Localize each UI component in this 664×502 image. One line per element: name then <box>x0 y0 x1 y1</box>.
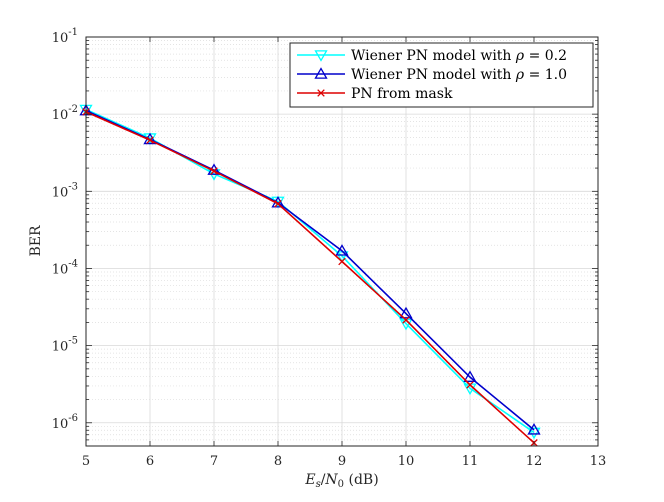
x-tick-label: 11 <box>462 454 479 469</box>
legend-marker <box>317 89 325 97</box>
series-layer <box>79 103 541 447</box>
legend-label: Wiener PN model with ρ = 1.0 <box>351 67 567 83</box>
x-tick-label: 8 <box>274 454 282 469</box>
x-tick-label: 13 <box>590 454 607 469</box>
data-point <box>338 257 346 266</box>
y-tick-label: 10-2 <box>52 104 78 123</box>
series-line <box>85 111 535 444</box>
data-point <box>335 244 349 256</box>
y-tick-label: 10-3 <box>52 181 78 200</box>
y-axis-label: BER <box>28 225 44 257</box>
data-point <box>402 316 410 324</box>
axis-ticks <box>85 36 599 447</box>
data-point <box>463 370 477 382</box>
x-tick-labels: 5 6 7 8 9 10 11 12 13 <box>82 454 606 469</box>
data-point <box>466 381 474 389</box>
legend-label: Wiener PN model with ρ = 0.2 <box>351 48 567 64</box>
y-tick-label: 10-5 <box>52 336 78 355</box>
x-tick-label: 6 <box>146 454 154 469</box>
data-point <box>210 167 218 175</box>
y-tick-label: 10-1 <box>52 27 78 46</box>
legend-marker <box>314 50 328 62</box>
legend-label: PN from mask <box>351 86 453 102</box>
x-tick-label: 9 <box>338 454 346 469</box>
legend: Wiener PN model with ρ = 0.2 Wiener PN mo… <box>289 42 594 108</box>
x-tick-label: 5 <box>82 454 90 469</box>
data-point <box>146 136 154 144</box>
y-tick-label: 10-6 <box>52 413 78 432</box>
legend-entry-3: PN from mask <box>297 86 453 102</box>
y-tick-labels: 10-1 10-2 10-3 10-4 10-5 10-6 <box>52 27 78 432</box>
x-tick-label: 12 <box>526 454 543 469</box>
legend-marker <box>314 67 328 79</box>
x-tick-label: 7 <box>210 454 218 469</box>
data-point <box>399 306 413 319</box>
legend-entry-2: Wiener PN model with ρ = 1.0 <box>297 67 567 83</box>
legend-box <box>289 42 594 108</box>
data-point <box>527 427 541 440</box>
x-tick-label: 10 <box>398 454 415 469</box>
y-tick-label: 10-4 <box>52 258 78 277</box>
series-3 <box>82 108 538 447</box>
data-point <box>527 423 541 435</box>
x-axis-label: Es/N0 (dB) <box>304 472 378 490</box>
data-point <box>274 199 282 208</box>
legend-entry-1: Wiener PN model with ρ = 0.2 <box>297 48 567 64</box>
